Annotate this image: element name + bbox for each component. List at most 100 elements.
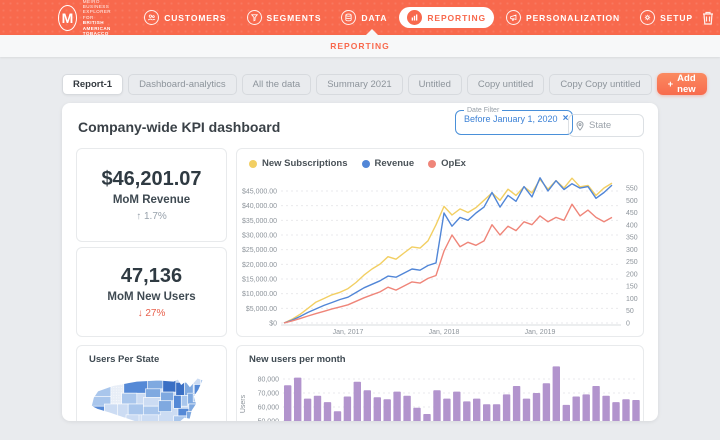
legend-item-opex[interactable]: OpEx [428,158,466,169]
svg-text:$0: $0 [269,321,277,328]
date-filter-clear-icon[interactable]: × [562,113,569,124]
bar [413,407,421,421]
nav-item-label: DATA [361,12,388,23]
main-nav: CUSTOMERS SEGMENTS DATA REPORTING PERSONALIZ… [136,7,701,28]
date-filter[interactable]: Date Filter Before January 1, 2020 × [455,107,574,135]
state-MO[interactable] [158,400,172,412]
series-revenue [283,177,613,324]
bar [562,404,570,421]
state-IL[interactable] [173,395,182,409]
bar [463,401,471,421]
kpi-card-new-users: 47,136 MoM New Users ↓ 27% [76,247,227,337]
nav-item-label: SEGMENTS [266,12,322,23]
trash-icon[interactable] [701,10,715,26]
state-NY[interactable] [193,384,205,395]
bar [602,395,610,421]
state-NM[interactable] [125,414,140,421]
bar [443,398,451,421]
nav-item-personalization[interactable]: PERSONALIZATION [498,7,628,28]
nav-item-data[interactable]: DATA [333,7,395,28]
bar [373,397,381,421]
svg-text:60,000: 60,000 [258,405,280,412]
tab-copy-untitled[interactable]: Copy untitled [466,73,545,95]
bar [313,395,322,421]
tab-report-1[interactable]: Report-1 [62,73,124,95]
svg-text:70,000: 70,000 [258,391,280,398]
svg-text:550: 550 [626,186,638,193]
nav-item-segments[interactable]: SEGMENTS [239,7,330,28]
state-CO[interactable] [127,403,144,416]
legend-item-revenue[interactable]: Revenue [361,158,414,169]
state-IN[interactable] [180,395,189,407]
state-MT[interactable] [123,379,148,394]
state-NC[interactable] [186,411,203,420]
legend-item-new-subscriptions[interactable]: New Subscriptions [249,158,348,169]
bar [552,366,560,421]
tab-copy-copy-untitled[interactable]: Copy Copy untitled [549,73,652,95]
state-KS[interactable] [143,405,161,416]
state-ND[interactable] [147,379,164,390]
svg-text:0: 0 [626,321,630,328]
bar [333,411,342,421]
tab-summary-2021[interactable]: Summary 2021 [316,73,403,95]
state-WY[interactable] [121,392,138,405]
map-card: Users Per State [76,345,227,421]
nav-item-setup[interactable]: SETUP [632,7,701,28]
svg-text:350: 350 [626,235,638,242]
svg-text:250: 250 [626,259,638,266]
nav-item-customers[interactable]: CUSTOMERS [136,7,234,28]
tab-all-the-data[interactable]: All the data [241,73,312,95]
dashboard-panel: Company-wide KPI dashboard Date Filter B… [62,103,658,421]
svg-text:50: 50 [626,308,634,315]
svg-text:$25,000.00: $25,000.00 [242,247,277,254]
svg-text:500: 500 [626,198,638,205]
arrow-up-icon: ↑ [136,211,142,222]
bar [582,394,590,421]
chart-legend: New Subscriptions Revenue OpEx [249,158,466,169]
svg-text:$20,000.00: $20,000.00 [242,262,277,269]
legend-dot-icon [428,159,437,168]
tab-dashboard-analytics[interactable]: Dashboard-analytics [128,73,237,95]
us-choropleth-map[interactable] [87,372,217,421]
svg-text:$35,000.00: $35,000.00 [242,218,277,225]
state-WI[interactable] [175,382,185,396]
bar [592,386,600,421]
legend-dot-icon [249,159,257,168]
state-IA[interactable] [160,391,174,402]
svg-text:400: 400 [626,222,638,229]
megaphone-icon [506,10,521,25]
gears-icon [640,10,656,25]
kpi-delta-down: ↓ 27% [137,308,166,319]
state-OK[interactable] [140,414,159,421]
tab-untitled[interactable]: Untitled [407,73,462,95]
logo-monogram-icon: M [58,4,77,31]
bar [284,385,292,421]
nav-item-reporting[interactable]: REPORTING [399,7,494,28]
bar-chart-card: New users per month 80,000 70,000 60,000 50… [236,345,644,421]
svg-text:200: 200 [626,271,638,278]
svg-text:$5,000.00: $5,000.00 [246,306,277,313]
bar [343,396,352,421]
state-NV[interactable] [104,403,118,421]
add-new-button[interactable]: + Add new [656,73,707,95]
top-actions: ▾ [701,6,720,30]
svg-text:$45,000.00: $45,000.00 [242,189,277,196]
chart-bars-icon [407,10,423,25]
app-logo[interactable]: M MEIRO BUSINESS EXPLORER FOR BRITISH AM… [58,0,118,36]
bar [492,404,501,421]
kpi-card-revenue: $46,201.07 MoM Revenue ↑ 1.7% [76,148,227,242]
state-filter-input[interactable]: State [568,114,644,137]
bar [403,395,411,421]
state-SD[interactable] [145,388,161,398]
kpi-value: $46,201.07 [101,168,202,190]
map-title: Users Per State [89,354,160,365]
state-CA[interactable] [89,405,105,421]
active-nav-notch [366,29,378,35]
bar [483,404,491,421]
logo-text: MEIRO BUSINESS EXPLORER FOR BRITISH AMER… [82,0,112,37]
state-NE[interactable] [143,397,161,407]
legend-label: New Subscriptions [262,158,348,169]
svg-text:450: 450 [626,210,638,217]
state-AZ[interactable] [112,417,127,421]
